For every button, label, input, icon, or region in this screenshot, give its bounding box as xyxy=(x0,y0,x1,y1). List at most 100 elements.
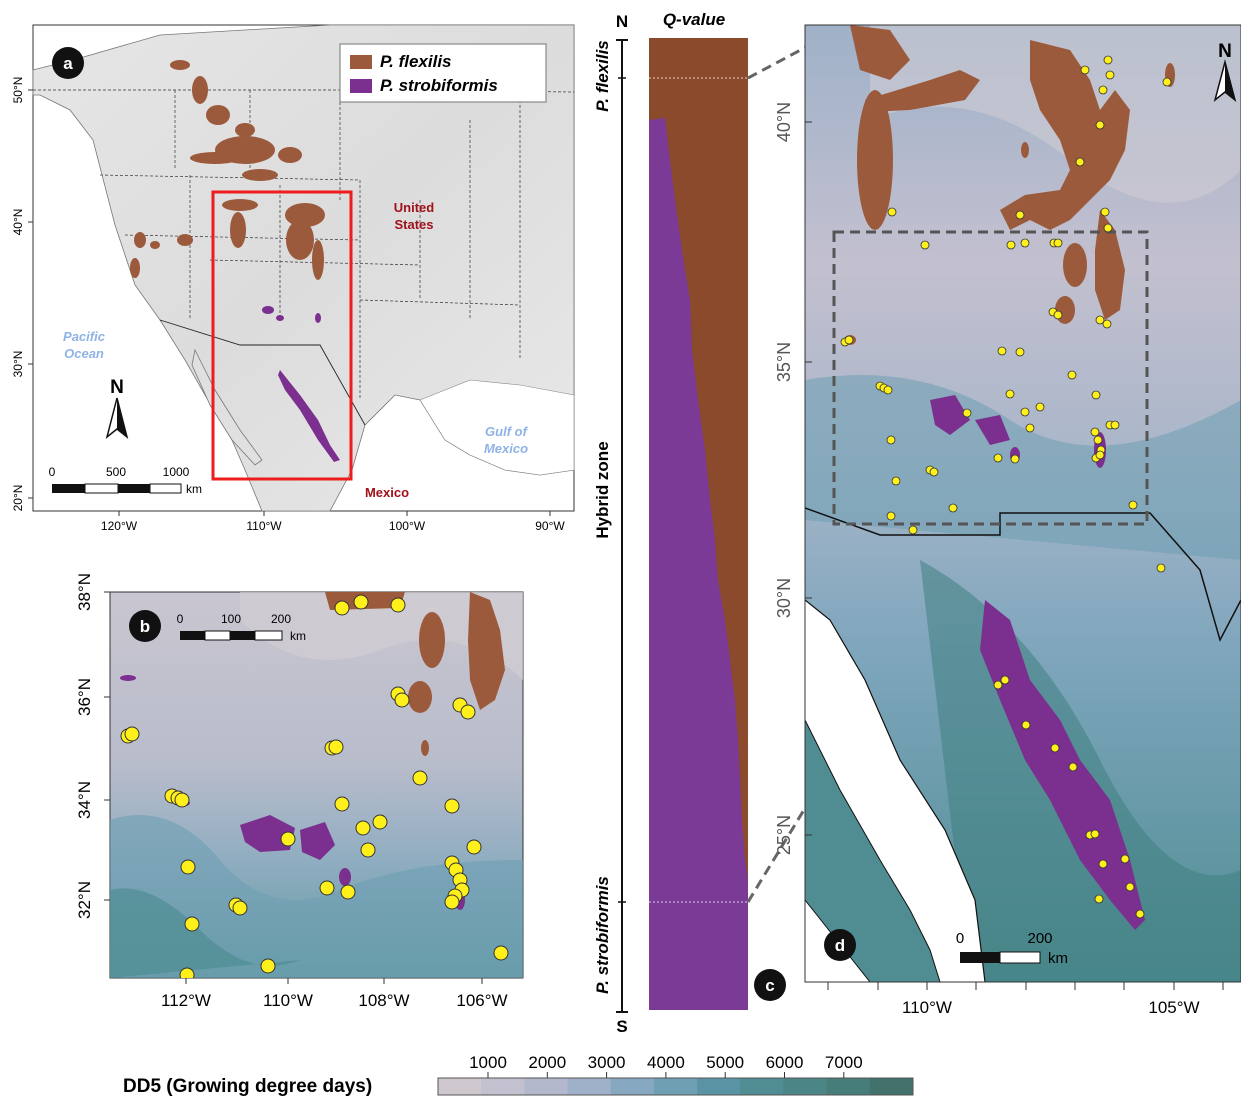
badge-c xyxy=(754,969,786,1001)
baja-peninsula xyxy=(191,348,263,466)
label-top-flexilis: P. flexilis xyxy=(593,40,612,112)
lat-b-34: 34°N xyxy=(75,781,94,819)
colorbar-title: DD5 (Growing degree days) xyxy=(123,1076,372,1097)
q-bar-strobiformis xyxy=(649,118,748,1010)
badge-b-label: b xyxy=(140,617,150,636)
colorbar-tick-label: 7000 xyxy=(825,1053,863,1072)
lat-b-38: 38°N xyxy=(75,573,94,611)
lon-b-106: 106°W xyxy=(456,991,507,1010)
ns-axis-south: S xyxy=(616,1017,627,1036)
legend-label-flexilis: P. flexilis xyxy=(380,52,452,71)
scale-d-tick-1: 200 xyxy=(1027,930,1052,947)
study-region-box xyxy=(211,190,353,481)
scale-b-tick-0: 0 xyxy=(177,612,184,626)
lat-a-50: 50°N xyxy=(11,77,25,104)
scale-a-unit: km xyxy=(186,482,202,496)
colorbar-swatch xyxy=(826,1078,871,1095)
north-america-land xyxy=(32,24,575,512)
colorbar-tick-label: 6000 xyxy=(766,1053,804,1072)
colorbar-swatch xyxy=(740,1078,784,1095)
panel-d-map: N d 0 200 km 40°N 35°N 30°N 25°N 110°W 1… xyxy=(774,24,1241,1017)
strobiformis-range xyxy=(262,306,340,462)
lat-a-40: 40°N xyxy=(11,209,25,236)
lon-a-90: 90°W xyxy=(535,519,565,533)
label-states: States xyxy=(394,217,433,232)
scale-a-tick-0: 0 xyxy=(49,465,56,479)
baja-land xyxy=(805,719,941,982)
lon-b-108: 108°W xyxy=(358,991,409,1010)
lat-b-36: 36°N xyxy=(75,678,94,716)
label-ocean: Ocean xyxy=(64,346,104,361)
colorbar-swatch xyxy=(783,1078,828,1095)
panel-b-extent-box xyxy=(832,230,1149,526)
species-legend xyxy=(339,43,547,103)
sample-points-d xyxy=(840,55,1172,919)
colorbar-tick-label: 1000 xyxy=(469,1053,507,1072)
lat-a-30: 30°N xyxy=(11,351,25,378)
scale-b-tick-2: 200 xyxy=(271,612,291,626)
scale-b-unit: km xyxy=(290,629,306,643)
panel-b-map: b 0 100 200 km 38°N 36°N 34°N 32°N 112°W… xyxy=(75,573,524,1010)
label-bottom-strobiformis: P. strobiformis xyxy=(593,876,612,994)
legend-swatch-flexilis xyxy=(350,55,372,69)
label-pacific: Pacific xyxy=(63,329,106,344)
badge-d xyxy=(824,929,856,961)
colorbar-frame xyxy=(437,1077,914,1096)
colorbar-swatches xyxy=(437,1077,914,1096)
lon-b-110: 110°W xyxy=(263,991,313,1010)
colorbar-tick-label: 3000 xyxy=(588,1053,626,1072)
us-mexico-border-d xyxy=(805,507,1241,643)
colorbar-tick-label: 2000 xyxy=(528,1053,566,1072)
badge-a xyxy=(52,47,84,79)
lat-d-35: 35°N xyxy=(774,342,794,382)
colorbar-swatch xyxy=(869,1078,914,1095)
scale-a-tick-1: 500 xyxy=(106,465,126,479)
sample-points-b xyxy=(120,594,509,978)
colorbar-swatch xyxy=(697,1078,741,1095)
colorbar-swatch xyxy=(567,1078,612,1095)
scale-d-tick-0: 0 xyxy=(956,930,964,947)
gulf-water xyxy=(419,379,575,476)
colorbar-swatch xyxy=(524,1078,569,1095)
legend-label-strobiformis: P. strobiformis xyxy=(380,76,498,95)
dd5-colorbar: DD5 (Growing degree days) 1000 2000 3000 40… xyxy=(123,1053,914,1097)
lon-a-100: 100°W xyxy=(389,519,426,533)
label-hybrid-zone: Hybrid zone xyxy=(593,441,612,538)
scale-bar-a xyxy=(52,483,182,494)
lat-d-30: 30°N xyxy=(774,578,794,618)
colorbar-ticks: 1000 2000 3000 4000 5000 6000 7000 xyxy=(469,1053,863,1078)
colorbar-swatch xyxy=(653,1078,698,1095)
colorbar-swatch xyxy=(610,1078,655,1095)
lat-d-40: 40°N xyxy=(774,102,794,142)
us-mexico-border xyxy=(159,319,366,426)
colorbar-tick-label: 4000 xyxy=(647,1053,685,1072)
label-united: United xyxy=(394,200,435,215)
scale-b-tick-1: 100 xyxy=(221,612,241,626)
q-value-title: Q-value xyxy=(663,10,725,29)
badge-c-label: c xyxy=(765,976,774,995)
north-arrow-a-label: N xyxy=(110,377,124,398)
scale-d-unit: km xyxy=(1048,950,1068,967)
badge-a-label: a xyxy=(63,54,73,73)
label-gulf-of: Gulf of xyxy=(485,424,529,439)
label-gulf-mexico: Mexico xyxy=(484,441,528,456)
lon-d-110: 110°W xyxy=(902,998,952,1017)
scale-a-tick-2: 1000 xyxy=(163,465,190,479)
lat-a-20: 20°N xyxy=(11,485,25,512)
colorbar-tick-label: 5000 xyxy=(706,1053,744,1072)
north-arrow-d-label: N xyxy=(1218,41,1232,62)
ns-axis-north: N xyxy=(616,12,628,31)
badge-d-label: d xyxy=(835,936,845,955)
lat-d-25: 25°N xyxy=(774,815,794,855)
panel-a-map: a P. flexilis P. strobiformis United Sta… xyxy=(11,24,575,533)
colorbar-swatch xyxy=(438,1078,482,1095)
scale-bar-d xyxy=(960,951,1041,964)
lat-b-32: 32°N xyxy=(75,881,94,919)
panel-d-frame xyxy=(804,24,1241,983)
colorbar-swatch xyxy=(481,1078,525,1095)
lon-b-112: 112°W xyxy=(161,991,211,1010)
legend-swatch-strobiformis xyxy=(350,79,372,93)
label-mexico: Mexico xyxy=(365,485,409,500)
flexilis-range xyxy=(130,60,325,280)
badge-b xyxy=(129,610,161,642)
